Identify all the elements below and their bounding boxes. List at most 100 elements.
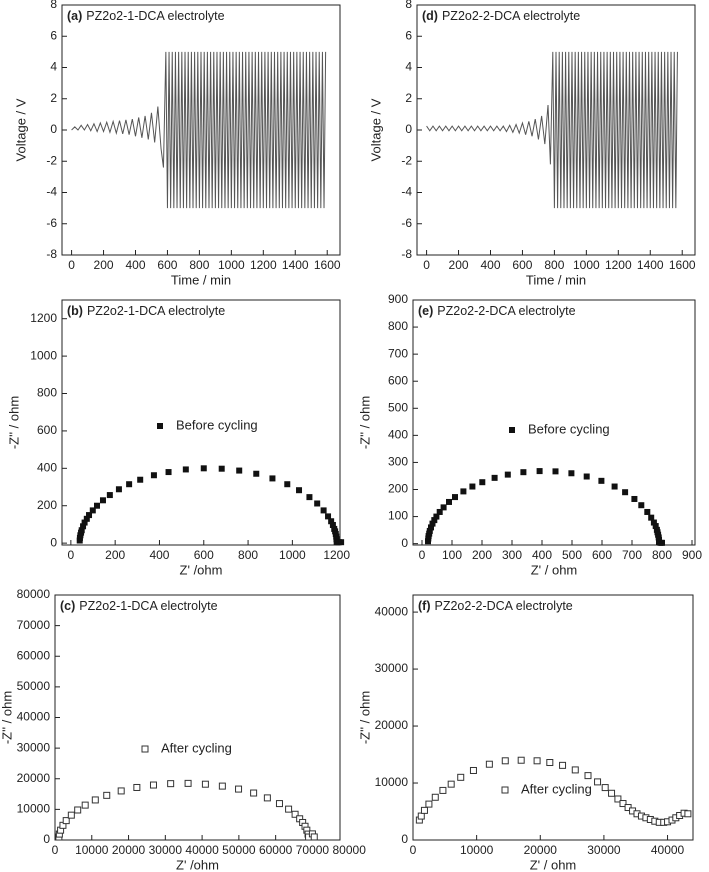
data-point (536, 468, 543, 475)
data-point (501, 757, 509, 765)
x-tick-label: 200 (94, 258, 114, 272)
y-tick-label: 300 (388, 455, 408, 469)
panel-title-text: PZ2o2-2-DCA electrolyte (437, 304, 575, 318)
plot-frame (416, 4, 696, 256)
panel-letter: (a) (67, 9, 82, 23)
data-point (126, 481, 133, 488)
y-tick-label: 400 (388, 428, 408, 442)
x-tick-label: 600 (512, 258, 532, 272)
data-point (67, 811, 75, 819)
y-tick-label: 0 (405, 122, 412, 136)
data-point (429, 520, 436, 527)
y-tick-label: -8 (401, 247, 412, 261)
data-point (80, 523, 87, 530)
y-axis-label: -Z'' / ohm (6, 396, 21, 449)
y-tick-label: 4 (50, 60, 57, 74)
x-tick-label: 50000 (222, 843, 256, 857)
data-point (291, 810, 299, 818)
data-point (253, 470, 260, 477)
data-point (137, 476, 144, 483)
y-tick-label: 600 (388, 373, 408, 387)
data-point (200, 465, 207, 472)
data-point (236, 467, 243, 474)
x-axis-label: Z' / ohm (530, 857, 577, 872)
panel-letter: (d) (422, 9, 438, 23)
data-point (659, 539, 665, 546)
data-point (571, 766, 579, 774)
plot-frame (412, 299, 696, 546)
x-tick-label: 1400 (637, 258, 664, 272)
data-point (165, 469, 172, 476)
data-point (619, 800, 627, 808)
y-tick-label: 6 (405, 28, 412, 42)
data-point (479, 479, 486, 486)
x-tick-label: 0 (419, 548, 426, 562)
data-point (436, 508, 443, 515)
panel-title: (f) PZ2o2-2-DCA electrolyte (418, 599, 573, 613)
panel-letter: (f) (418, 599, 431, 613)
data-point (103, 791, 111, 799)
y-tick-label: 30000 (375, 661, 409, 675)
x-tick-label: 100 (442, 548, 462, 562)
y-tick-label: 200 (37, 498, 57, 512)
y-axis-label: Voltage / V (368, 98, 383, 161)
data-point (431, 793, 439, 801)
data-point (106, 492, 113, 499)
x-tick-label: 800 (652, 548, 672, 562)
x-tick-label: 30000 (149, 843, 183, 857)
panel-letter: (e) (418, 304, 433, 318)
x-tick-label: 400 (125, 258, 145, 272)
panel-title: (c) PZ2o2-1-DCA electrolyte (60, 599, 218, 613)
data-point (426, 527, 433, 534)
data-point (99, 497, 106, 504)
x-tick-label: 600 (194, 548, 214, 562)
data-point (648, 514, 655, 521)
x-tick-label: 20000 (112, 843, 146, 857)
x-axis-label: Time / min (526, 272, 586, 287)
voltage-line (71, 51, 327, 209)
x-tick-label: 1600 (669, 258, 696, 272)
data-point (447, 780, 455, 788)
x-tick-label: 60000 (259, 843, 293, 857)
x-tick-label: 200 (105, 548, 125, 562)
y-tick-label: 2 (50, 91, 57, 105)
panel-title-text: PZ2o2-1-DCA electrolyte (87, 304, 225, 318)
x-tick-label: 0 (423, 258, 430, 272)
data-point (491, 474, 498, 481)
data-point (338, 539, 345, 546)
legend-label: Before cycling (176, 417, 258, 432)
data-point (328, 518, 335, 525)
data-point (93, 502, 100, 509)
x-tick-label: 40000 (651, 843, 685, 857)
x-tick-label: 700 (622, 548, 642, 562)
y-tick-label: 0 (401, 536, 408, 550)
y-tick-label: 200 (388, 482, 408, 496)
data-point (306, 494, 313, 501)
data-point (182, 466, 189, 473)
y-axis-label: -Z'' / ohm (0, 691, 14, 744)
data-point (644, 508, 651, 515)
data-point (150, 472, 157, 479)
data-point (329, 521, 336, 528)
data-point (457, 773, 465, 781)
voltage-line (426, 51, 678, 209)
x-tick-label: 1200 (323, 548, 350, 562)
legend-marker (509, 427, 515, 433)
data-point (460, 488, 467, 495)
y-tick-label: 8 (50, 0, 57, 11)
data-point (440, 504, 447, 511)
data-point (546, 759, 554, 767)
data-point (285, 805, 293, 813)
x-tick-label: 0 (410, 843, 417, 857)
x-tick-label: 10000 (75, 843, 109, 857)
y-axis-label: -Z'' / ohm (357, 396, 372, 449)
data-point (517, 756, 525, 764)
legend-label: After cycling (161, 740, 232, 755)
y-tick-label: -4 (46, 185, 57, 199)
x-axis-label: Time / min (171, 272, 231, 287)
y-tick-label: 2 (405, 91, 412, 105)
y-tick-label: 600 (37, 423, 57, 437)
data-point (81, 801, 89, 809)
data-point (584, 772, 592, 780)
data-point (594, 778, 602, 786)
